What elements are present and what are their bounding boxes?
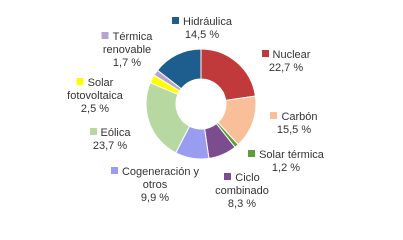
slice [145, 82, 191, 154]
legend-swatch [261, 50, 269, 57]
legend-swatch [89, 128, 97, 135]
slice [156, 48, 202, 90]
category-name: Ciclo combinado [215, 172, 269, 197]
category-name: Solar fotovoltaica [67, 77, 123, 102]
label-name: Carbón [264, 111, 324, 124]
legend-swatch [101, 32, 109, 39]
value-label: 8,3 % [227, 198, 257, 210]
plot [145, 48, 257, 160]
category-name: Carbón [281, 111, 318, 123]
legend-swatch [270, 112, 278, 119]
legend-swatch [224, 173, 232, 180]
label-name: Solar fotovoltaica [58, 77, 133, 103]
legend-swatch [248, 150, 256, 157]
category-name: Nuclear [272, 49, 311, 61]
data-label: Cogeneración y otros 9,9 % [110, 166, 200, 205]
value-label: 1,2 % [271, 162, 301, 174]
legend-swatch [76, 78, 84, 85]
label-name: Eólica [80, 127, 140, 140]
category-name: Solar térmica [259, 149, 324, 161]
data-label: Solar térmica 1,2 % [241, 149, 331, 175]
data-label: Ciclo combinado 8,3 % [207, 172, 277, 211]
data-label: Hidráulica 14,5 % [162, 16, 242, 42]
value-label: 2,5 % [80, 103, 110, 115]
label-name: Hidráulica [162, 16, 242, 29]
label-name: Solar térmica [241, 149, 331, 162]
label-name: Cogeneración y otros [110, 166, 200, 192]
value-label: 9,9 % [140, 192, 170, 204]
value-label: 23,7 % [92, 140, 128, 152]
value-label: 15,5 % [276, 124, 312, 136]
slice [200, 48, 256, 101]
legend-swatch [172, 17, 180, 24]
category-name: Hidráulica [183, 16, 232, 28]
label-name: Térmica renovable [95, 31, 160, 57]
value-label: 14,5 % [184, 29, 220, 41]
label-name: Nuclear [251, 49, 321, 62]
category-name: Térmica renovable [102, 31, 153, 56]
chart: Nuclear 22,7 % Carbón 15,5 % Solar térmica 1,… [58, 16, 331, 211]
data-label: Nuclear 22,7 % [251, 49, 321, 75]
category-name: Cogeneración y otros [121, 166, 200, 191]
value-label: 1,7 % [112, 57, 142, 69]
data-label: Eólica 23,7 % [80, 127, 140, 153]
data-label: Carbón 15,5 % [264, 111, 324, 137]
data-label: Solar fotovoltaica 2,5 % [58, 77, 133, 116]
value-label: 22,7 % [268, 62, 304, 74]
label-name: Ciclo combinado [207, 172, 277, 198]
legend-swatch [110, 167, 118, 174]
category-name: Eólica [100, 127, 131, 139]
data-label: Térmica renovable 1,7 % [95, 31, 160, 70]
